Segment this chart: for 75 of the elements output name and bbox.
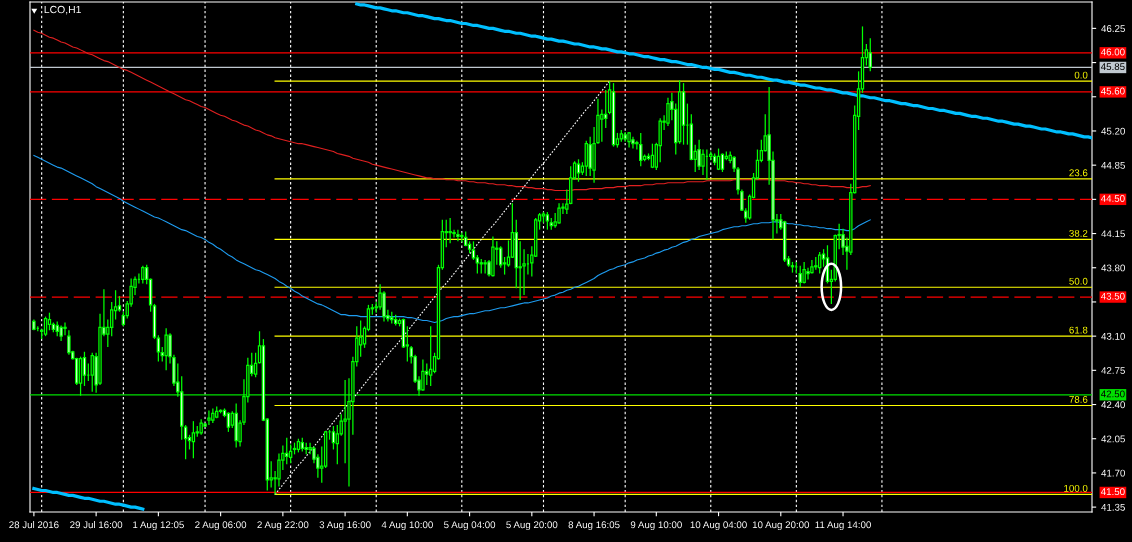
y-tick-label: 44.15: [1101, 230, 1125, 238]
candlestick: [588, 136, 592, 177]
series-label: 0.0: [1074, 71, 1088, 79]
y-tick-label: 41.35: [1101, 503, 1125, 511]
ref-line-label: 42.50: [1100, 390, 1125, 398]
series-label: 50.0: [1069, 277, 1088, 285]
candlestick: [666, 97, 670, 127]
candlestick: [604, 89, 608, 129]
candlestick: [109, 301, 114, 337]
series-label: 61.8: [1069, 326, 1088, 334]
x-tick-label: 5 Aug 20:00: [506, 521, 558, 531]
series-label: 100.0: [1064, 484, 1088, 492]
y-tick-label: 43.80: [1101, 264, 1125, 272]
x-tick-label: 29 Jul 16:00: [70, 521, 123, 529]
candlestick: [285, 437, 289, 465]
x-tick-label: 4 Aug 10:00: [381, 521, 433, 531]
chart-title: LCO,H1: [44, 5, 81, 15]
candlestick: [421, 358, 425, 392]
x-tick-label: 28 Jul 2016: [9, 521, 59, 529]
x-tick-label: 5 Aug 04:00: [444, 521, 496, 531]
candlestick: [90, 352, 94, 393]
candlestick: [565, 188, 569, 215]
candlestick: [164, 327, 168, 371]
y-tick-label: 45.20: [1101, 127, 1125, 135]
candlestick: [428, 325, 433, 387]
candlestick: [207, 409, 211, 426]
x-tick-label: 10 Aug 20:00: [752, 521, 810, 531]
candlestick: [253, 352, 258, 378]
y-tick-label: 42.05: [1101, 435, 1125, 443]
series-label: 23.6: [1069, 169, 1088, 177]
candlestick: [471, 240, 476, 261]
ref-line-label: 44.50: [1100, 195, 1125, 202]
x-tick-label: 2 Aug 06:00: [195, 521, 247, 531]
candlestick: [288, 443, 293, 464]
y-tick-label: 42.40: [1101, 401, 1125, 409]
x-tick-label: 10 Aug 04:00: [690, 521, 747, 531]
line-series: [32, 486, 145, 511]
candlestick: [67, 329, 71, 356]
y-tick-label: 46.25: [1101, 25, 1125, 32]
ref-line-label: 45.60: [1100, 87, 1125, 95]
candlestick: [798, 265, 802, 288]
candlestick: [448, 217, 452, 244]
ref-line-label: 45.85: [1100, 63, 1125, 71]
candlestick: [456, 229, 460, 242]
line-series: [355, 2, 1092, 140]
x-tick-label: 2 Aug 22:00: [257, 521, 309, 531]
candlestick: [701, 148, 705, 176]
x-tick-label: 1 Aug 12:05: [133, 521, 184, 531]
x-tick-label: 8 Aug 16:05: [568, 521, 620, 531]
candlestick: [576, 158, 581, 183]
candlestick: [557, 202, 561, 225]
y-tick-label: 41.70: [1101, 469, 1125, 477]
candlestick: [631, 136, 635, 150]
y-tick-label: 42.75: [1101, 367, 1125, 374]
candlestick: [483, 259, 487, 275]
candlestick: [43, 315, 48, 337]
candlestick: [63, 321, 67, 336]
candlestick: [584, 140, 588, 177]
x-tick-label: 3 Aug 16:00: [319, 521, 371, 531]
y-tick-label: 43.10: [1101, 332, 1125, 340]
ref-line-label: 46.00: [1100, 48, 1125, 56]
candlestick: [358, 319, 363, 358]
ref-line-label: 41.50: [1100, 488, 1125, 496]
candlestick: [335, 424, 340, 465]
candlestick: [331, 425, 336, 451]
x-tick-label: 9 Aug 10:00: [630, 521, 682, 531]
candlestick: [697, 139, 701, 171]
ref-line-label: 43.50: [1100, 292, 1125, 300]
series-label: 38.2: [1069, 229, 1088, 237]
candlestick: [650, 143, 655, 169]
y-tick-label: 44.85: [1101, 161, 1125, 169]
x-tick-label: 11 Aug 14:00: [815, 521, 871, 531]
candlestick: [639, 132, 643, 167]
candlestick: [868, 37, 872, 72]
series-label: 78.6: [1069, 396, 1088, 403]
